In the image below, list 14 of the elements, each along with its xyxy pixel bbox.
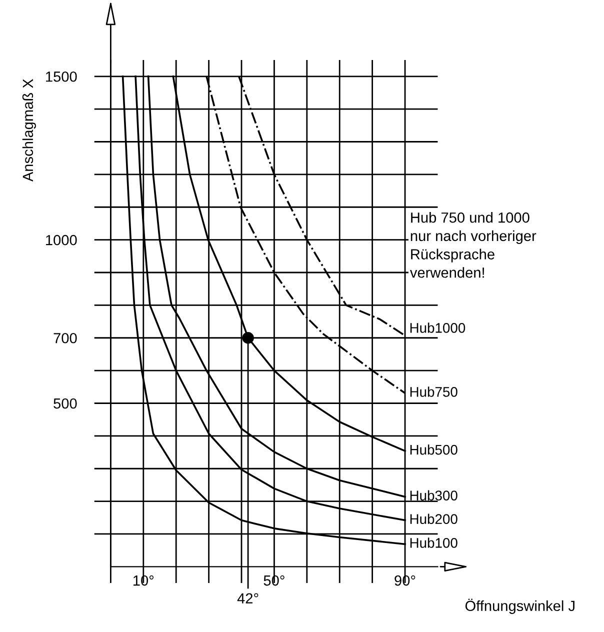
y-tick-label: 700 xyxy=(54,332,77,344)
series-label: Hub750 xyxy=(410,386,458,397)
series-label: Hub100 xyxy=(410,538,458,548)
annotation: 42° xyxy=(237,593,258,604)
y-tick-label: 1500 xyxy=(46,71,77,82)
y-tick-label: 500 xyxy=(54,398,77,409)
x-axis-title: Öffnungswinkel J xyxy=(465,598,574,614)
series-label: Hub500 xyxy=(410,444,458,455)
series-label: Hub1000 xyxy=(410,322,466,333)
y-axis-title: Anschlagmaß X xyxy=(22,78,36,182)
annotation: Hub 750 und 1000 nur nach vorheriger Rücksprache verwenden! xyxy=(410,212,536,278)
y-tick-label: 1000 xyxy=(46,234,77,246)
series-label: Hub200 xyxy=(410,514,458,524)
series-label: Hub300 xyxy=(410,490,458,500)
